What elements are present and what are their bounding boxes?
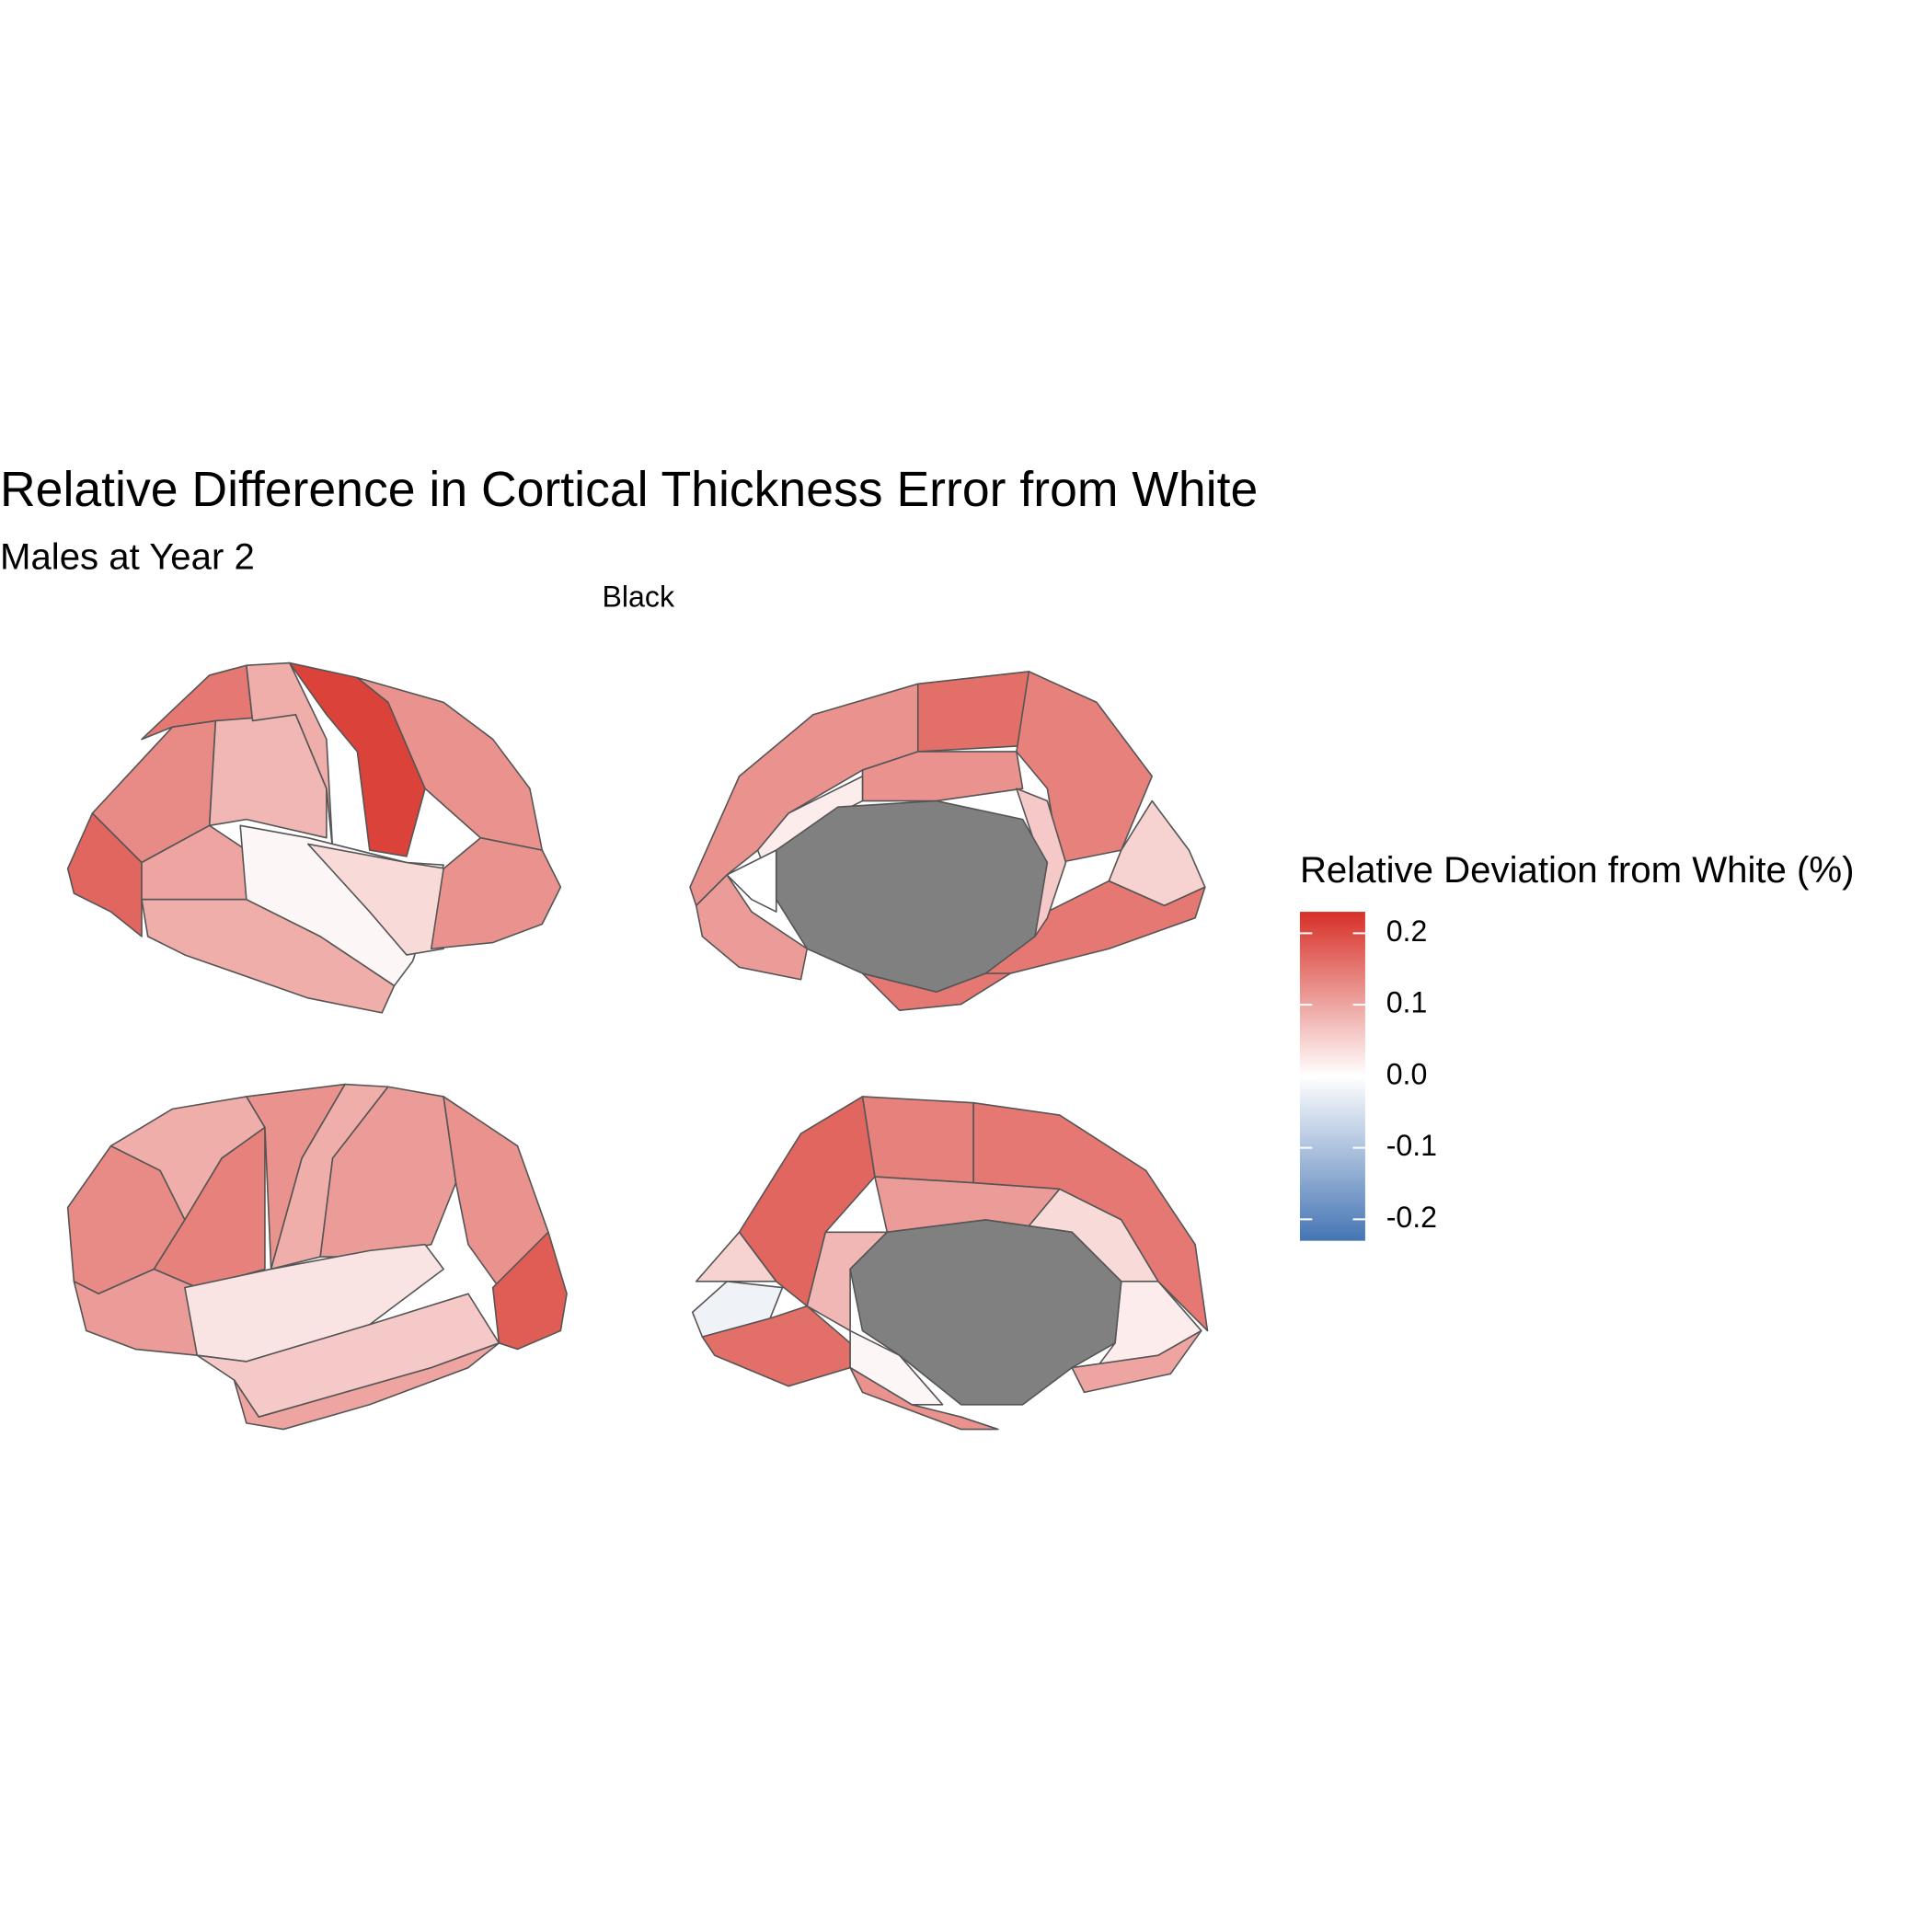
brain-region [695, 874, 809, 981]
colorbar-tick-label: 0.0 [1386, 1057, 1428, 1090]
brain-region [849, 1219, 1122, 1406]
brain-region [861, 1096, 974, 1184]
brain-region [1071, 1329, 1202, 1394]
brain-region [849, 1329, 944, 1406]
brain-region [738, 1096, 876, 1307]
brain-region [691, 1281, 784, 1338]
brain-region [726, 849, 777, 913]
colorbar-tick-label: -0.1 [1386, 1129, 1437, 1162]
brain-region [1016, 671, 1154, 864]
brain-region [849, 1366, 999, 1431]
chart-subtitle: Males at Year 2 [0, 536, 255, 578]
chart-title: Relative Difference in Cortical Thicknes… [0, 463, 1258, 517]
colorbar-tick-label: 0.1 [1386, 986, 1428, 1019]
brain-region [246, 661, 334, 851]
brain-region [695, 1231, 777, 1282]
brain-region [430, 836, 562, 950]
facet-label: Black [602, 580, 674, 613]
brain-region [775, 799, 1049, 993]
brain-region [233, 1342, 500, 1431]
brain-views [66, 661, 1209, 1431]
legend-title: Relative Deviation from White (%) [1300, 849, 1855, 891]
brain-region [806, 1231, 889, 1332]
brain-region [307, 843, 447, 956]
colorbar-tick-label: 0.2 [1386, 914, 1428, 948]
brain-region [319, 1086, 457, 1258]
colorbar-tick-label: -0.2 [1386, 1201, 1437, 1234]
brain-region [916, 671, 1030, 753]
